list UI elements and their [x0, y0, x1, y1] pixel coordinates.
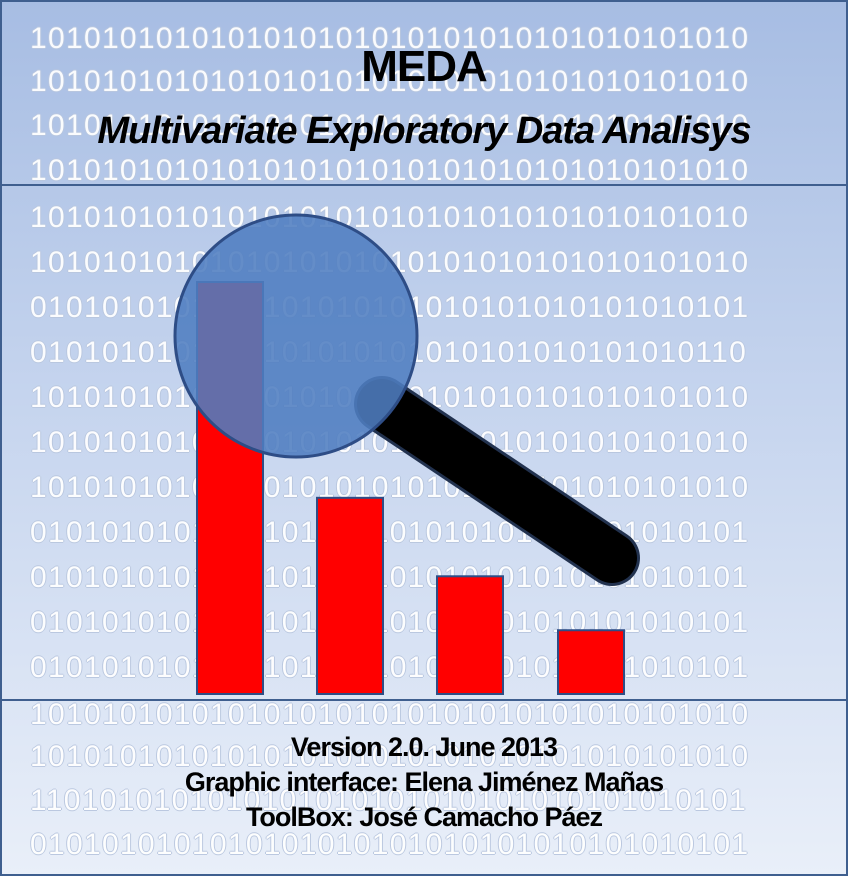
binary-row: 1010101010101010101010101010101010101010: [30, 109, 750, 142]
bar-3: [436, 575, 504, 695]
binary-row: 1010101010101010101010101010101010101010: [30, 154, 750, 187]
binary-row: 1101010101010101010101010101010101010101: [30, 784, 748, 817]
binary-row: 1010101010101010101010101010101010101010: [30, 65, 750, 98]
binary-row: 1010101010101010101010101010101010101010: [30, 201, 750, 234]
binary-row: 0101010101010101010101010101010101010101: [30, 651, 750, 684]
bar-2: [316, 496, 384, 695]
binary-row: 0101010101010101010101010101010101010101: [30, 828, 750, 861]
bar-chart-logo: [173, 213, 640, 696]
binary-row: 1010101010101010101010101010101010101010: [30, 740, 750, 773]
app-title: MEDA: [361, 42, 488, 91]
footer-divider: [2, 699, 846, 701]
credits-block: Version 2.0. June 2013 Graphic interface…: [2, 730, 846, 835]
version-text: Version 2.0. June 2013: [290, 732, 558, 762]
header-divider: [2, 184, 846, 186]
binary-row: 1010101010101010101010101010101010101010: [30, 22, 750, 55]
app-subtitle: Multivariate Exploratory Data Analisys: [97, 110, 751, 152]
magnifier-lens: [173, 213, 419, 459]
binary-row: 0101010101010101010101010101010101010101: [30, 606, 750, 639]
graphic-interface-credit: Graphic interface: Elena Jiménez Mañas: [184, 767, 664, 797]
toolbox-credit: ToolBox: José Camacho Páez: [245, 802, 603, 832]
magnifier-icon: [173, 213, 640, 586]
binary-row: 1010101010101010101010101010101010101010: [30, 471, 750, 504]
binary-row: 1010101010101010101010101010101010101010: [30, 698, 750, 731]
bar-4: [557, 629, 625, 696]
magnifier-handle: [357, 379, 637, 583]
